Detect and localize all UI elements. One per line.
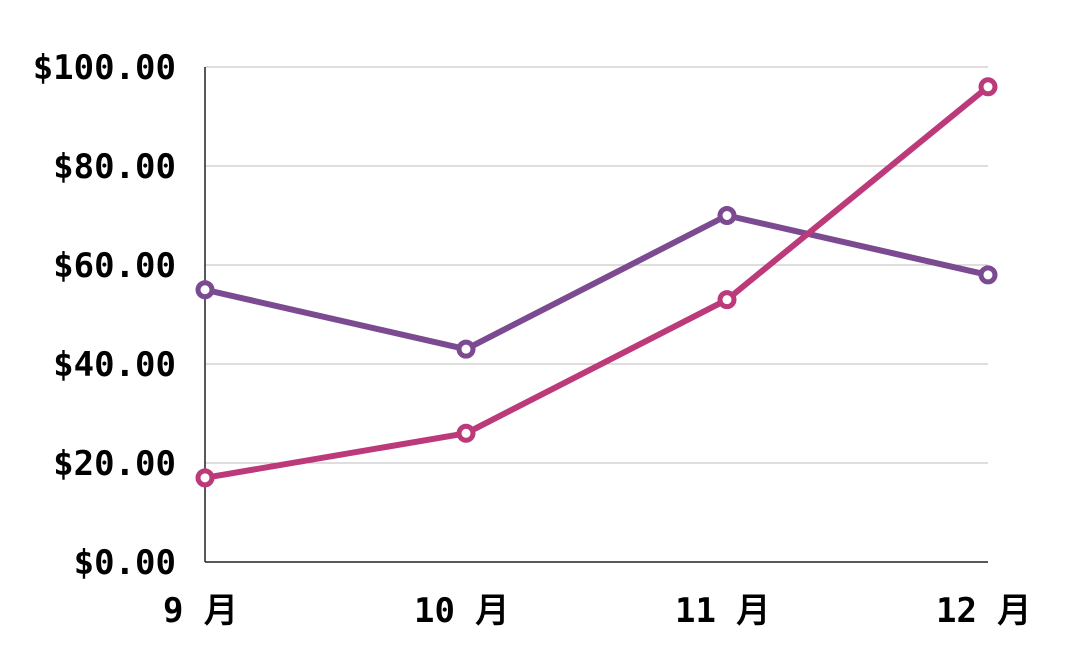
series-2-point[interactable] xyxy=(717,290,737,310)
y-tick-label: $0.00 xyxy=(74,543,176,583)
series-1-point[interactable] xyxy=(195,280,215,300)
series-2-point[interactable] xyxy=(978,77,998,97)
y-tick-label: $80.00 xyxy=(53,147,176,187)
y-axis-tick-labels: $0.00 $20.00 $40.00 $60.00 $80.00 $100.00 xyxy=(33,48,176,583)
series-1-point[interactable] xyxy=(456,339,476,359)
x-tick-label: 9 月 xyxy=(163,591,238,631)
y-tick-label: $60.00 xyxy=(53,246,176,286)
y-tick-label: $20.00 xyxy=(53,444,176,484)
y-tick-label: $100.00 xyxy=(33,48,176,88)
series-2-point[interactable] xyxy=(456,423,476,443)
series-1-point[interactable] xyxy=(717,206,737,225)
series-line-2 xyxy=(202,83,991,481)
x-tick-label: 10 月 xyxy=(414,591,509,631)
x-tick-label: 11 月 xyxy=(675,591,770,631)
grid-lines xyxy=(205,66,988,464)
series-group xyxy=(195,77,998,488)
y-tick-label: $40.00 xyxy=(53,345,176,385)
x-axis-tick-labels: 9 月 10 月 11 月 12 月 xyxy=(163,591,1031,631)
series-1-point[interactable] xyxy=(978,265,998,285)
series-line-1 xyxy=(202,212,991,353)
x-tick-label: 12 月 xyxy=(936,591,1031,631)
series-2-point[interactable] xyxy=(195,468,215,488)
